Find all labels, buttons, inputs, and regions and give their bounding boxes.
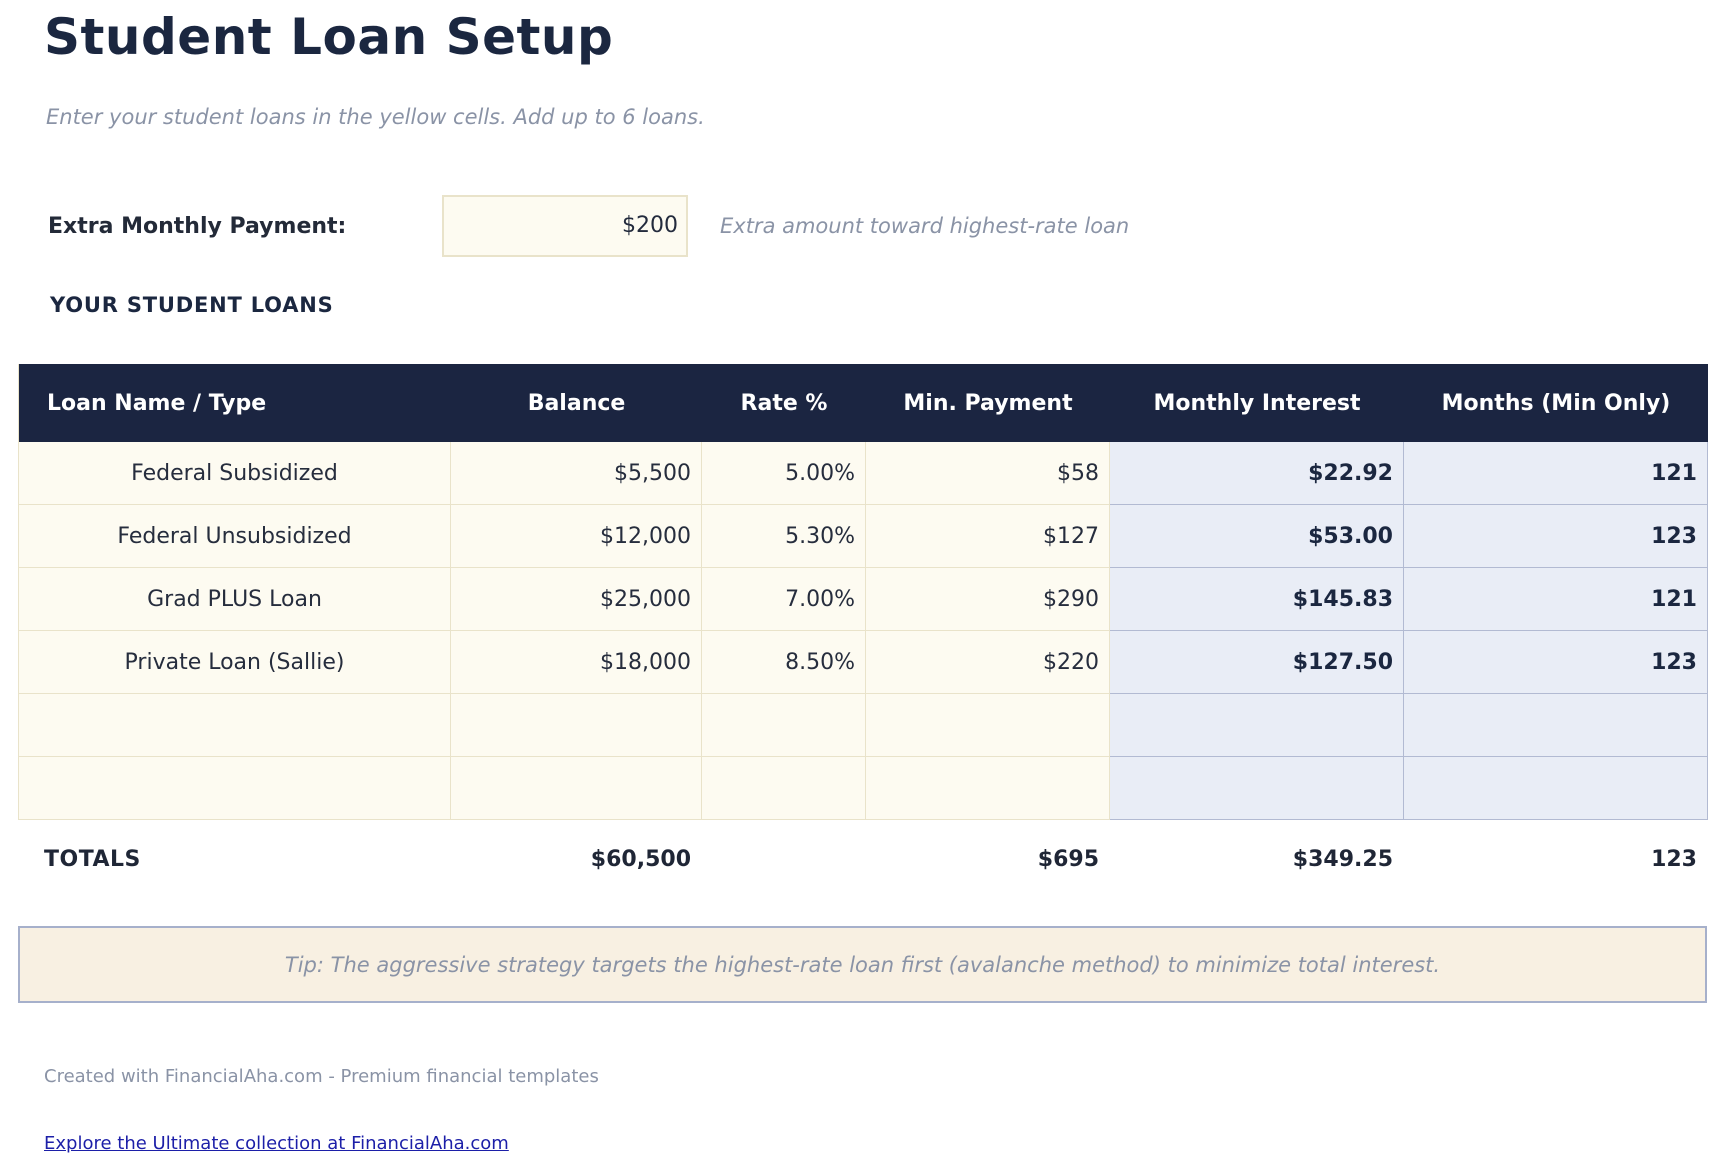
loan-row-6-rate-cell[interactable]	[702, 757, 866, 821]
loan-row-6-name-cell[interactable]	[19, 757, 451, 821]
loan-row-3-monthly-interest-cell: $145.83	[1110, 568, 1404, 632]
loan-row-6-monthly-interest-cell	[1110, 757, 1404, 821]
tip-text: Tip: The aggressive strategy targets the…	[284, 952, 1441, 977]
loan-row-1-min-payment-cell[interactable]: $58	[866, 442, 1110, 506]
loan-row-2-monthly-interest-cell: $53.00	[1110, 505, 1404, 569]
loan-row-2-min-payment-cell[interactable]: $127	[866, 505, 1110, 569]
loan-row-6-min-payment-cell[interactable]	[866, 757, 1110, 821]
section-heading-your-student-loans: YOUR STUDENT LOANS	[50, 293, 334, 318]
loan-row-3-min-payment-cell[interactable]: $290	[866, 568, 1110, 632]
header-cell-months-min-only: Months (Min Only)	[1404, 364, 1708, 443]
loan-row-3-name-cell[interactable]: Grad PLUS Loan	[19, 568, 451, 632]
totals-balance: $60,500	[590, 846, 691, 872]
loan-row-1-balance-cell[interactable]: $5,500	[451, 442, 702, 506]
loan-row-3-rate-cell[interactable]: 7.00%	[702, 568, 866, 632]
loan-row-3-months-cell: 121	[1404, 568, 1708, 632]
totals-row: TOTALS $60,500 $695 $349.25 123	[18, 824, 1707, 894]
loan-row-2-name-cell[interactable]: Federal Unsubsidized	[19, 505, 451, 569]
header-cell-min-payment: Min. Payment	[866, 364, 1110, 443]
extra-payment-note: Extra amount toward highest-rate loan	[720, 214, 1130, 239]
loan-row-1-months-cell: 121	[1404, 442, 1708, 506]
header-cell-loan-name: Loan Name / Type	[19, 364, 451, 443]
loan-row-5-name-cell[interactable]	[19, 694, 451, 758]
loan-row-5-balance-cell[interactable]	[451, 694, 702, 758]
loan-row-4-balance-cell[interactable]: $18,000	[451, 631, 702, 695]
loan-row-6-months-cell	[1404, 757, 1708, 821]
loan-row-6-balance-cell[interactable]	[451, 757, 702, 821]
header-cell-balance: Balance	[451, 364, 702, 443]
loan-row-5-rate-cell[interactable]	[702, 694, 866, 758]
loan-row-4-months-cell: 123	[1404, 631, 1708, 695]
loan-row-4-rate-cell[interactable]: 8.50%	[702, 631, 866, 695]
loan-row-1-monthly-interest-cell: $22.92	[1110, 442, 1404, 506]
loan-row-4-monthly-interest-cell: $127.50	[1110, 631, 1404, 695]
extra-payment-label: Extra Monthly Payment:	[48, 213, 347, 239]
extra-payment-row: Extra Monthly Payment: $200 Extra amount…	[48, 194, 1728, 258]
loan-row-5-monthly-interest-cell	[1110, 694, 1404, 758]
loan-table: Loan Name / Type Balance Rate % Min. Pay…	[18, 364, 1708, 821]
loan-row-3-balance-cell[interactable]: $25,000	[451, 568, 702, 632]
loan-row-2-months-cell: 123	[1404, 505, 1708, 569]
totals-months: 123	[1651, 846, 1697, 872]
page-title: Student Loan Setup	[44, 8, 614, 66]
header-cell-monthly-interest: Monthly Interest	[1110, 364, 1404, 443]
student-loan-setup-page: Student Loan Setup Enter your student lo…	[0, 10, 1728, 1156]
loan-row-2-rate-cell[interactable]: 5.30%	[702, 505, 866, 569]
loan-row-1-name-cell[interactable]: Federal Subsidized	[19, 442, 451, 506]
totals-label: TOTALS	[44, 846, 141, 872]
loan-row-2-balance-cell[interactable]: $12,000	[451, 505, 702, 569]
footer-credit: Created with FinancialAha.com - Premium …	[44, 1066, 599, 1088]
footer-link[interactable]: Explore the Ultimate collection at Finan…	[44, 1133, 509, 1155]
loan-row-4-name-cell[interactable]: Private Loan (Sallie)	[19, 631, 451, 695]
totals-monthly-interest: $349.25	[1292, 846, 1393, 872]
extra-payment-input[interactable]: $200	[442, 195, 688, 258]
totals-min-payment: $695	[1037, 846, 1099, 872]
loan-row-4-min-payment-cell[interactable]: $220	[866, 631, 1110, 695]
tip-box: Tip: The aggressive strategy targets the…	[18, 926, 1707, 1004]
header-cell-rate: Rate %	[702, 364, 866, 443]
loan-row-5-min-payment-cell[interactable]	[866, 694, 1110, 758]
page-subtitle: Enter your student loans in the yellow c…	[46, 105, 705, 129]
loan-row-5-months-cell	[1404, 694, 1708, 758]
loan-row-1-rate-cell[interactable]: 5.00%	[702, 442, 866, 506]
